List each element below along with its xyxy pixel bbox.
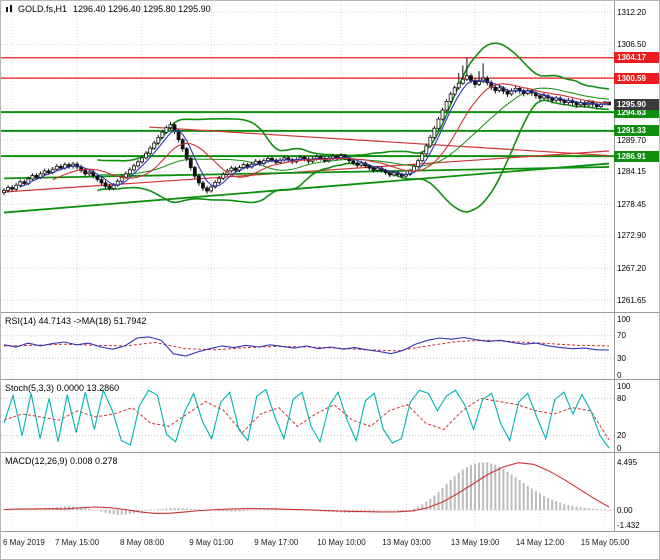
macd-label: MACD(12,26,9) 0.008 0.278 — [5, 456, 118, 466]
symbol-label: GOLD.fs,H1 — [18, 4, 68, 14]
chart-title: GOLD.fs,H1 1296.40 1296.40 1295.80 1295.… — [5, 4, 211, 14]
rsi-label: RSI(14) 44.7143 ->MA(18) 51.7942 — [5, 316, 147, 326]
candlestick-icon — [6, 4, 12, 12]
price-axis[interactable] — [614, 1, 659, 532]
quote-label: 1296.40 1296.40 1295.80 1295.90 — [73, 4, 211, 14]
time-axis[interactable] — [1, 532, 659, 559]
stoch-label: Stoch(5,3,3) 0.0000 13.2860 — [5, 383, 120, 393]
